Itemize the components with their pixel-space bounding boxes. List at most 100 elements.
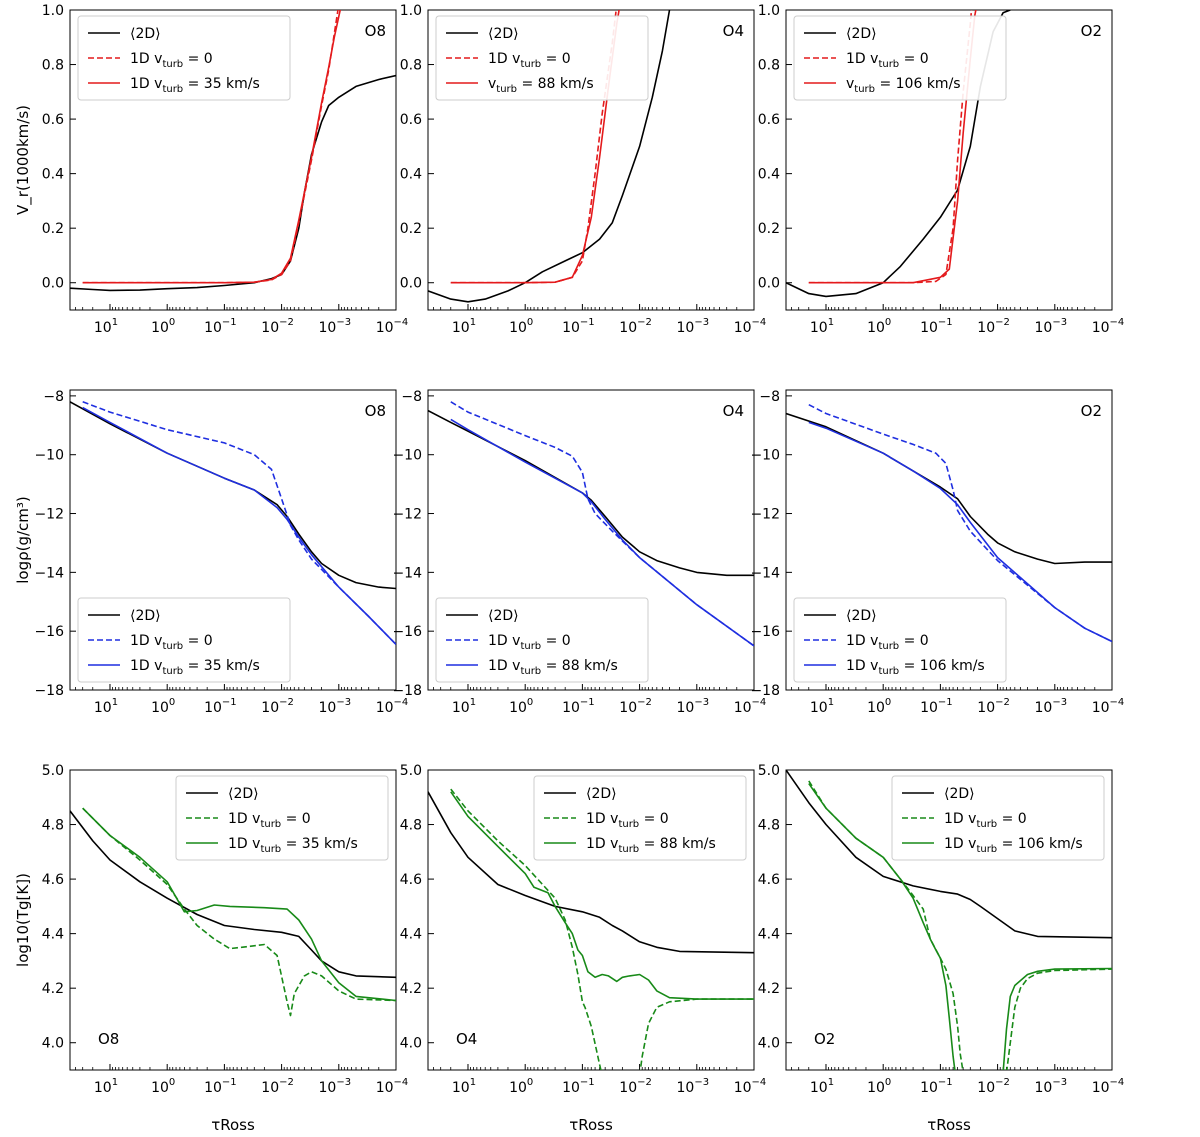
panel-o4-row0: 101 100 10−1 10−2 10−3 10−4 0.0 0.2 0.4 0.6 0.8 1.0… <box>400 3 767 336</box>
x-tick-label: 10−1 <box>562 697 595 716</box>
y-tick-label: 4.0 <box>400 1036 422 1052</box>
y-tick-label: −16 <box>750 624 780 640</box>
series-line-mean-2d <box>70 74 396 292</box>
legend-entry: 1D vturb = 0 <box>846 633 929 652</box>
model-label: O2 <box>814 1030 835 1048</box>
x-tick-label: 10−4 <box>376 1077 409 1096</box>
legend-entry: 1D vturb = 0 <box>488 633 571 652</box>
x-tick-label: 10−1 <box>204 317 237 336</box>
x-tick-label: 100 <box>867 1077 891 1096</box>
x-tick-label: 10−3 <box>1035 1077 1068 1096</box>
legend-box <box>533 775 747 861</box>
series-line-1d-vturb-0 <box>1006 968 1112 1070</box>
series-line-1d-vturb <box>808 421 1112 643</box>
series-line-1d-vturb <box>82 807 396 1002</box>
legend-entry: ⟨2D⟩ <box>488 608 519 624</box>
y-tick-label: 4.2 <box>758 981 780 997</box>
x-tick-label: 10−3 <box>677 697 710 716</box>
y-tick-label: −8 <box>759 389 780 405</box>
y-tick-label: 0.0 <box>758 276 780 292</box>
y-tick-label: 4.4 <box>758 927 780 943</box>
x-tick-label: 100 <box>509 1077 533 1096</box>
panel-o4-row2: 101 100 10−1 10−2 10−3 10−4 4.0 4.2 4.4 4.6 4.8 5.0… <box>400 763 767 1096</box>
legend-box <box>793 15 1007 101</box>
legend-entry: 1D vturb = 106 km/s <box>846 658 985 677</box>
series-line-1d-vturb <box>450 418 754 647</box>
x-tick-label: 101 <box>94 317 118 336</box>
x-tick-label: 10−3 <box>677 317 710 336</box>
x-tick-label: 10−4 <box>734 1077 767 1096</box>
model-label: O2 <box>1081 402 1102 420</box>
legend: ⟨2D⟩ 1D vturb = 0 1D vturb = 106 km/s <box>793 597 1007 683</box>
x-tick-label: 10−2 <box>977 1077 1010 1096</box>
legend-entry: 1D vturb = 0 <box>944 811 1027 830</box>
legend-entry: ⟨2D⟩ <box>130 26 161 42</box>
legend-box <box>77 597 291 683</box>
x-tick-label: 10−2 <box>619 317 652 336</box>
legend-entry: 1D vturb = 0 <box>586 811 669 830</box>
y-tick-label: 4.2 <box>400 981 422 997</box>
y-tick-label: −14 <box>392 565 422 581</box>
model-label: O4 <box>456 1030 477 1048</box>
y-tick-label: 0.8 <box>42 58 64 74</box>
model-label: O8 <box>365 402 386 420</box>
x-tick-label: 10−1 <box>920 317 953 336</box>
y-tick-label: 1.0 <box>42 3 64 19</box>
x-tick-label: 10−3 <box>677 1077 710 1096</box>
series-line-1d-vturb-0 <box>808 10 973 284</box>
y-tick-label: −18 <box>392 683 422 699</box>
y-tick-label: 0.4 <box>42 167 64 183</box>
x-tick-label: 100 <box>151 697 175 716</box>
panel-o2-row2: 101 100 10−1 10−2 10−3 10−4 4.0 4.2 4.4 4.6 4.8 5.0… <box>758 763 1125 1096</box>
legend-entry: 1D vturb = 35 km/s <box>130 658 260 677</box>
y-tick-label: 4.0 <box>42 1036 64 1052</box>
y-tick-label: 0.6 <box>400 112 422 128</box>
y-tick-label: −10 <box>392 448 422 464</box>
legend-entry: ⟨2D⟩ <box>944 786 975 802</box>
x-tick-label: 10−4 <box>1092 697 1125 716</box>
legend-entry: ⟨2D⟩ <box>228 786 259 802</box>
legend: ⟨2D⟩ 1D vturb = 0 1D vturb = 88 km/s <box>533 775 747 861</box>
y-tick-label: 0.4 <box>400 167 422 183</box>
legend: ⟨2D⟩ 1D vturb = 0 1D vturb = 106 km/s <box>891 775 1105 861</box>
x-tick-label: 10−3 <box>1035 317 1068 336</box>
x-tick-label: 10−2 <box>619 697 652 716</box>
y-tick-label: 4.0 <box>758 1036 780 1052</box>
legend: ⟨2D⟩ 1D vturb = 0 vturb = 106 km/s <box>793 15 1007 101</box>
y-tick-label: 0.2 <box>758 221 780 237</box>
y-tick-label: 4.2 <box>42 981 64 997</box>
legend-entry: 1D vturb = 35 km/s <box>228 836 358 855</box>
legend-entry: vturb = 88 km/s <box>488 76 594 95</box>
legend-entry: vturb = 106 km/s <box>846 76 961 95</box>
series-line-1d-vturb <box>1002 967 1112 1070</box>
legend-entry: ⟨2D⟩ <box>130 608 161 624</box>
series-line-1d-vturb <box>808 783 956 1070</box>
legend-box <box>77 15 291 101</box>
y-tick-label: −18 <box>750 683 780 699</box>
x-tick-label: 10−1 <box>204 1077 237 1096</box>
x-tick-label: 100 <box>509 317 533 336</box>
y-tick-label: −14 <box>34 565 64 581</box>
y-tick-label: 4.8 <box>400 818 422 834</box>
x-tick-label: 100 <box>151 1077 175 1096</box>
x-tick-label: 100 <box>867 317 891 336</box>
legend-box <box>891 775 1105 861</box>
x-tick-label: 101 <box>810 1077 834 1096</box>
legend-entry: 1D vturb = 88 km/s <box>586 836 716 855</box>
y-tick-label: −14 <box>750 565 780 581</box>
y-tick-label: −8 <box>401 389 422 405</box>
x-tick-label: 10−1 <box>562 1077 595 1096</box>
series-line-1d-vturb-0 <box>808 780 964 1070</box>
panel-o4-row1: 101 100 10−1 10−2 10−3 10−4 −18 −16 −14 −12 −10 −8 O… <box>392 389 766 716</box>
x-tick-label: 10−4 <box>734 317 767 336</box>
x-axis-label: τRoss <box>927 1116 971 1134</box>
legend: ⟨2D⟩ 1D vturb = 0 1D vturb = 35 km/s <box>175 775 389 861</box>
y-tick-label: −8 <box>43 389 64 405</box>
legend-box <box>175 775 389 861</box>
series-line-mean-2d <box>786 770 1112 939</box>
y-tick-label: 1.0 <box>400 3 422 19</box>
panel-o2-row1: 101 100 10−1 10−2 10−3 10−4 −18 −16 −14 −12 −10 −8 O… <box>750 389 1124 716</box>
x-tick-label: 101 <box>810 697 834 716</box>
legend-entry: 1D vturb = 106 km/s <box>944 836 1083 855</box>
model-label: O8 <box>365 22 386 40</box>
